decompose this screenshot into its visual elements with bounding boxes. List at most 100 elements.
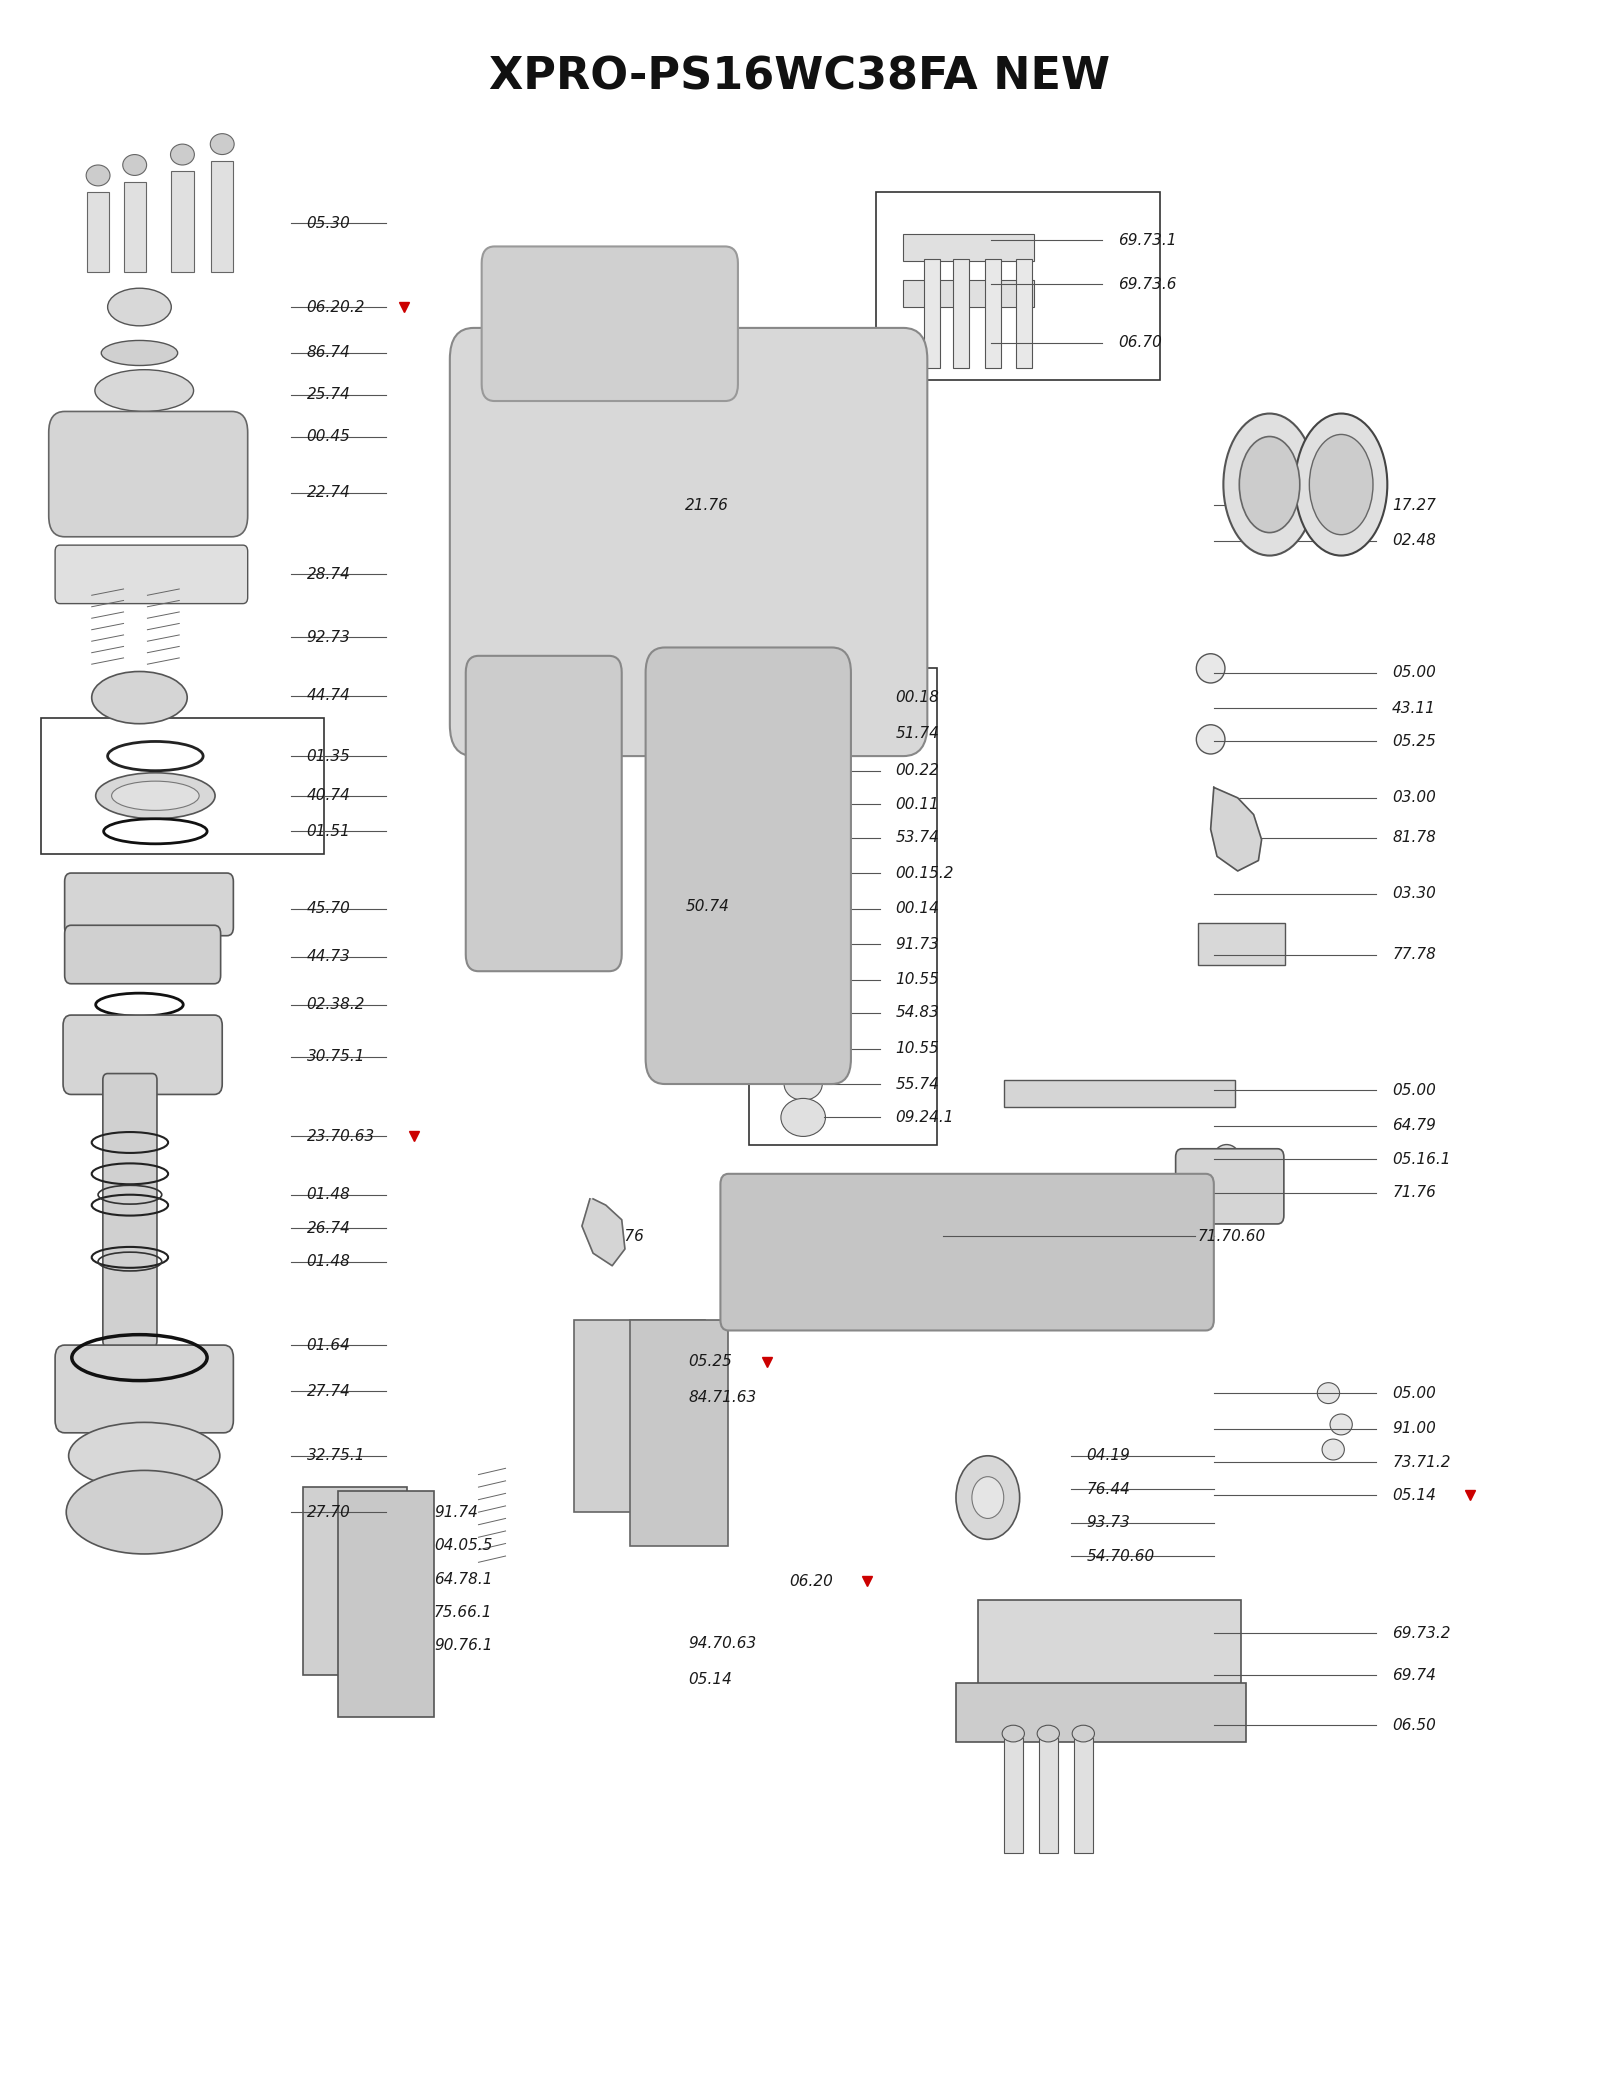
Ellipse shape [787,860,819,887]
Ellipse shape [971,1476,1003,1518]
Ellipse shape [790,793,816,816]
FancyBboxPatch shape [630,1319,728,1545]
FancyBboxPatch shape [450,327,928,757]
FancyBboxPatch shape [984,260,1000,367]
Ellipse shape [792,1038,814,1059]
Ellipse shape [210,134,234,155]
FancyBboxPatch shape [904,235,1034,260]
Text: 00.14: 00.14 [896,902,939,916]
Text: 64.79: 64.79 [1392,1118,1435,1132]
Text: 17.27: 17.27 [1392,497,1435,514]
FancyBboxPatch shape [54,1344,234,1432]
Text: 06.20: 06.20 [789,1573,832,1590]
Text: 91.74: 91.74 [434,1506,478,1520]
Text: 01.48: 01.48 [307,1187,350,1202]
Text: 92.73: 92.73 [307,629,350,644]
Text: 69.73.6: 69.73.6 [1118,277,1178,291]
Text: 00.45: 00.45 [307,430,350,445]
Text: 05.00: 05.00 [1392,1082,1435,1097]
FancyBboxPatch shape [904,279,1034,306]
Text: 32.75.1: 32.75.1 [307,1449,365,1464]
Text: 69.73.2: 69.73.2 [1392,1625,1451,1640]
FancyBboxPatch shape [304,1487,406,1676]
Ellipse shape [1309,434,1373,535]
Ellipse shape [1294,413,1387,556]
Ellipse shape [955,1455,1019,1539]
Text: 26.74: 26.74 [307,1220,350,1235]
FancyBboxPatch shape [64,925,221,983]
Text: 53.74: 53.74 [896,830,939,845]
FancyBboxPatch shape [339,1491,434,1717]
Text: 03.00: 03.00 [1392,791,1435,805]
Ellipse shape [787,1000,819,1028]
Ellipse shape [1224,413,1315,556]
Ellipse shape [787,931,819,958]
Text: 69.74: 69.74 [1392,1667,1435,1682]
FancyBboxPatch shape [1038,1738,1058,1852]
FancyBboxPatch shape [64,872,234,935]
Text: 90.76.1: 90.76.1 [434,1638,493,1652]
Text: 04.19: 04.19 [1086,1449,1130,1464]
Ellipse shape [781,1099,826,1137]
Text: 00.15.2: 00.15.2 [896,866,954,881]
FancyBboxPatch shape [720,1174,1214,1329]
Ellipse shape [792,971,814,990]
Ellipse shape [787,684,819,711]
Text: 73.71.2: 73.71.2 [1392,1455,1451,1470]
Text: 55.74: 55.74 [896,1076,939,1093]
Ellipse shape [784,1067,822,1101]
Ellipse shape [784,717,822,749]
Text: 91.00: 91.00 [1392,1422,1435,1436]
Text: 94.70.63: 94.70.63 [688,1636,757,1650]
Text: 44.74: 44.74 [307,688,350,702]
Text: 21.76: 21.76 [685,497,730,514]
FancyBboxPatch shape [925,260,941,367]
Text: 02.38.2: 02.38.2 [307,998,365,1013]
Ellipse shape [94,369,194,411]
Text: 91.73: 91.73 [896,937,939,952]
Ellipse shape [1072,1726,1094,1743]
FancyBboxPatch shape [1016,260,1032,367]
Text: 05.25: 05.25 [1392,734,1435,749]
Text: 10.55: 10.55 [896,1040,939,1057]
Text: 84.71.63: 84.71.63 [688,1390,757,1405]
Text: 05.00: 05.00 [1392,1386,1435,1401]
FancyBboxPatch shape [86,193,109,271]
FancyBboxPatch shape [123,182,146,271]
Ellipse shape [1197,654,1226,684]
Text: 10.55: 10.55 [896,973,939,988]
FancyBboxPatch shape [955,1684,1246,1743]
FancyBboxPatch shape [1074,1738,1093,1852]
Ellipse shape [112,782,198,809]
FancyBboxPatch shape [62,1015,222,1095]
Text: 28.74: 28.74 [307,566,350,581]
Text: 69.73.1: 69.73.1 [1118,233,1178,247]
FancyBboxPatch shape [54,545,248,604]
Text: 43.11: 43.11 [1392,700,1435,715]
Text: 05.14: 05.14 [688,1671,733,1686]
Text: 71.76: 71.76 [1392,1185,1435,1199]
Text: 03.30: 03.30 [1392,887,1435,902]
FancyBboxPatch shape [102,1074,157,1346]
Text: 64.78.1: 64.78.1 [434,1571,493,1587]
Ellipse shape [1002,1726,1024,1743]
Text: 25.74: 25.74 [307,388,350,403]
Ellipse shape [1322,1439,1344,1460]
Text: 05.14: 05.14 [1392,1489,1435,1504]
Ellipse shape [1197,726,1226,755]
Ellipse shape [1214,1145,1240,1170]
Text: 76.44: 76.44 [1086,1483,1130,1497]
Ellipse shape [1330,1413,1352,1434]
Ellipse shape [787,757,819,784]
Text: 81.78: 81.78 [1392,830,1435,845]
Text: 75.66.1: 75.66.1 [434,1604,493,1621]
Polygon shape [1211,786,1261,870]
Text: 78.76: 78.76 [602,1229,645,1244]
Ellipse shape [66,1470,222,1554]
Text: 93.73: 93.73 [1086,1516,1130,1531]
Text: 02.48: 02.48 [1392,533,1435,549]
FancyBboxPatch shape [1198,923,1285,965]
Text: 77.78: 77.78 [1392,948,1435,963]
Ellipse shape [790,898,816,918]
Text: 01.64: 01.64 [307,1338,350,1353]
